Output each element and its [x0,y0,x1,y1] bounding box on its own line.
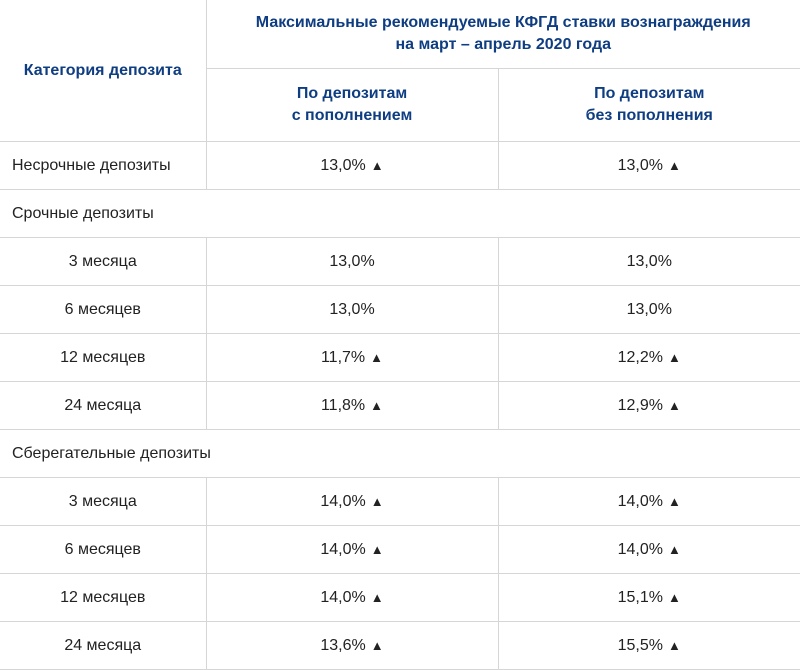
up-arrow-icon: ▲ [668,494,681,509]
row-label: Несрочные депозиты [0,142,206,190]
rate-value: 11,8% [321,397,365,414]
up-arrow-icon: ▲ [668,542,681,557]
up-arrow-icon: ▲ [668,350,681,365]
with-replenishment-header: По депозитам с пополнением [206,69,498,142]
rate-without-replenishment: 14,0% ▲ [498,526,800,574]
rate-value: 15,1% [618,589,663,606]
rates-main-header-line2: на март – апрель 2020 года [207,34,800,56]
section-title: Сберегательные депозиты [0,430,800,478]
without-replenishment-header: По депозитам без пополнения [498,69,800,142]
rate-with-replenishment: 13,0% [206,286,498,334]
section-row: Срочные депозиты [0,190,800,238]
table-row: 24 месяца 13,6% ▲ 15,5% ▲ [0,622,800,670]
row-label: 12 месяцев [0,574,206,622]
with-replenishment-header-line2: с пополнением [207,105,498,127]
row-label: 24 месяца [0,622,206,670]
category-header: Категория депозита [0,0,206,142]
up-arrow-icon: ▲ [371,638,384,653]
with-replenishment-header-line1: По депозитам [207,83,498,105]
table-row: 12 месяцев 11,7% ▲ 12,2% ▲ [0,334,800,382]
rate-with-replenishment: 11,7% ▲ [206,334,498,382]
table-row: 24 месяца 11,8% ▲ 12,9% ▲ [0,382,800,430]
rate-value: 11,7% [321,349,365,366]
rate-with-replenishment: 13,6% ▲ [206,622,498,670]
up-arrow-icon: ▲ [371,590,384,605]
table-row: Несрочные депозиты 13,0% ▲ 13,0% ▲ [0,142,800,190]
row-label: 6 месяцев [0,286,206,334]
rate-value: 14,0% [320,589,365,606]
rate-without-replenishment: 13,0% ▲ [498,142,800,190]
rate-with-replenishment: 11,8% ▲ [206,382,498,430]
rates-main-header: Максимальные рекомендуемые КФГД ставки в… [206,0,800,69]
table-row: 6 месяцев 13,0% 13,0% [0,286,800,334]
rate-value: 13,0% [627,301,672,318]
row-label: 3 месяца [0,238,206,286]
rate-without-replenishment: 14,0% ▲ [498,478,800,526]
rate-value: 13,0% [320,157,365,174]
rate-without-replenishment: 12,9% ▲ [498,382,800,430]
rate-without-replenishment: 13,0% [498,238,800,286]
rate-with-replenishment: 13,0% ▲ [206,142,498,190]
row-label: 3 месяца [0,478,206,526]
without-replenishment-header-line2: без пополнения [499,105,800,127]
rate-value: 14,0% [320,541,365,558]
rate-with-replenishment: 14,0% ▲ [206,526,498,574]
up-arrow-icon: ▲ [668,638,681,653]
rate-value: 14,0% [320,493,365,510]
rate-value: 12,9% [618,397,663,414]
rate-value: 14,0% [618,493,663,510]
table-row: 3 месяца 14,0% ▲ 14,0% ▲ [0,478,800,526]
rate-value: 13,0% [627,253,672,270]
rate-with-replenishment: 14,0% ▲ [206,478,498,526]
rate-value: 15,5% [618,637,663,654]
table-row: 6 месяцев 14,0% ▲ 14,0% ▲ [0,526,800,574]
rate-without-replenishment: 13,0% [498,286,800,334]
up-arrow-icon: ▲ [371,158,384,173]
up-arrow-icon: ▲ [370,398,383,413]
row-label: 6 месяцев [0,526,206,574]
rates-main-header-line1: Максимальные рекомендуемые КФГД ставки в… [207,12,800,34]
rate-value: 13,0% [618,157,663,174]
rate-value: 14,0% [618,541,663,558]
section-row: Сберегательные депозиты [0,430,800,478]
rate-value: 13,6% [320,637,365,654]
rate-value: 13,0% [329,301,374,318]
table-row: 12 месяцев 14,0% ▲ 15,1% ▲ [0,574,800,622]
up-arrow-icon: ▲ [370,350,383,365]
up-arrow-icon: ▲ [668,590,681,605]
rate-without-replenishment: 15,5% ▲ [498,622,800,670]
rate-without-replenishment: 15,1% ▲ [498,574,800,622]
row-label: 12 месяцев [0,334,206,382]
rate-with-replenishment: 14,0% ▲ [206,574,498,622]
row-label: 24 месяца [0,382,206,430]
up-arrow-icon: ▲ [371,494,384,509]
rate-without-replenishment: 12,2% ▲ [498,334,800,382]
up-arrow-icon: ▲ [668,398,681,413]
section-title: Срочные депозиты [0,190,800,238]
up-arrow-icon: ▲ [371,542,384,557]
rate-value: 13,0% [329,253,374,270]
up-arrow-icon: ▲ [668,158,681,173]
without-replenishment-header-line1: По депозитам [499,83,800,105]
rate-with-replenishment: 13,0% [206,238,498,286]
rate-value: 12,2% [618,349,663,366]
table-row: 3 месяца 13,0% 13,0% [0,238,800,286]
